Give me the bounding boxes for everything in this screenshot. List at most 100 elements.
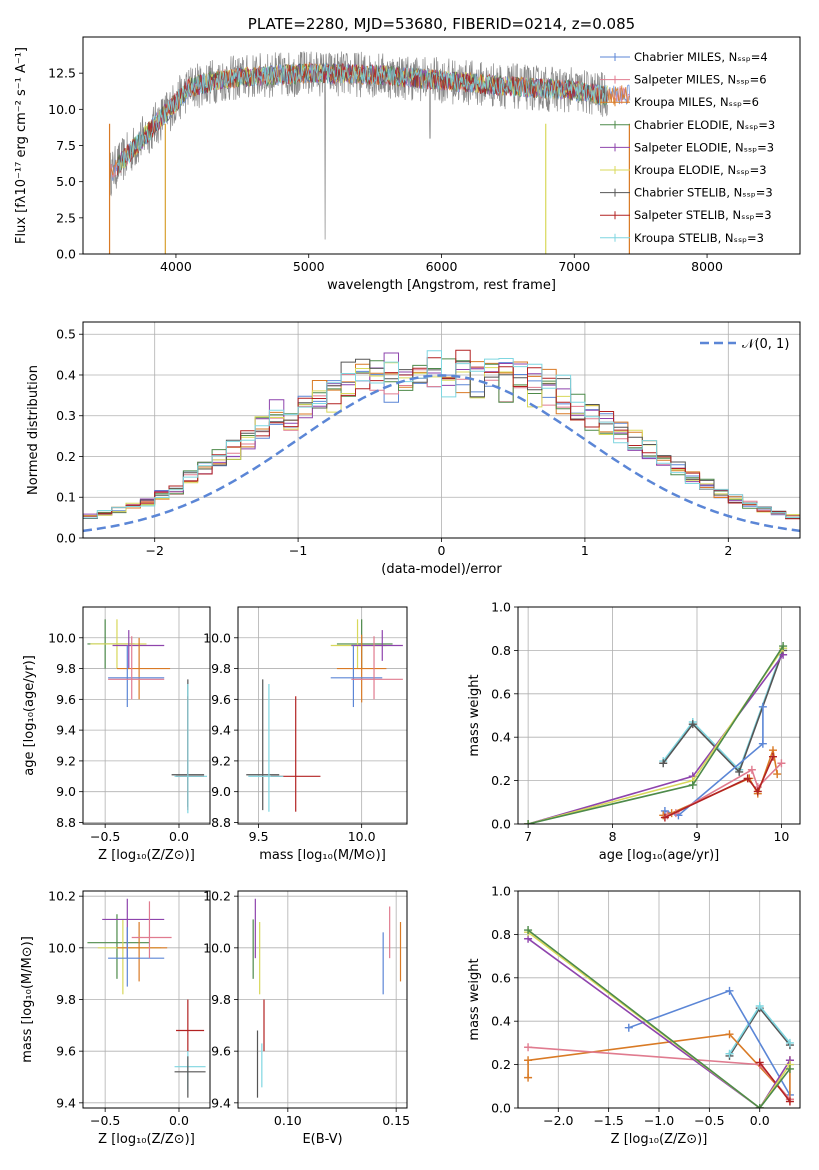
y-tick-label: 9.2 xyxy=(56,753,76,768)
y-tick-label: 9.6 xyxy=(211,692,231,707)
x-tick-label: 0 xyxy=(438,543,446,558)
weight-line xyxy=(527,931,791,1108)
y-axis-label: mass weight xyxy=(467,674,482,756)
gaussian-curve xyxy=(83,374,800,533)
panel-weight_vs_Z: −2.0 −1.5 −1.0 −0.5 0.0 0.0 0.2 0.4 0.6 0.8 1.0 Z [… xyxy=(467,884,801,1147)
y-tick-label: 0.2 xyxy=(491,773,511,788)
axes-frame xyxy=(82,321,801,539)
x-tick-label: 0.10 xyxy=(274,1113,302,1128)
y-tick-label: 9.8 xyxy=(56,661,76,676)
weight-point-marker xyxy=(624,1023,633,1032)
y-tick-label: 10.0 xyxy=(203,630,231,645)
y-tick-label: 10.2 xyxy=(203,889,231,904)
axes-frame xyxy=(517,606,801,825)
x-tick-label: −1.5 xyxy=(593,1113,623,1128)
panel-age_vs_mass: 9.5 10.0 8.8 9.0 9.2 9.4 9.6 9.8 10.0 mass [log₁₀… xyxy=(203,606,408,863)
legend-entry: Salpeter MILES, Nₛₛₚ=6 xyxy=(634,73,767,87)
y-tick-label: 9.6 xyxy=(56,692,76,707)
y-tick-label: 10.0 xyxy=(203,940,231,955)
x-tick-label: 0.15 xyxy=(382,1113,410,1128)
x-tick-label: 2 xyxy=(724,543,732,558)
weight-line xyxy=(664,706,764,817)
y-tick-label: 0.5 xyxy=(56,327,76,342)
x-tick-label: 1 xyxy=(581,543,589,558)
weight-line xyxy=(662,747,778,817)
axes-frame xyxy=(82,890,211,1109)
weight-point-marker xyxy=(755,1002,764,1011)
y-tick-label: 0.4 xyxy=(56,367,76,382)
x-axis-label: age [log₁₀(age/yr)] xyxy=(599,848,720,863)
weight-point-marker xyxy=(755,1104,764,1108)
legend-entry: 𝒩(0, 1) xyxy=(742,337,789,352)
x-axis-label: Z [log₁₀(Z/Z⊙)] xyxy=(98,848,195,863)
x-axis-label: (data-model)/error xyxy=(381,562,502,577)
x-tick-label: −0.5 xyxy=(694,1113,724,1128)
weight-point-marker xyxy=(768,752,777,761)
legend-entry: Kroupa MILES, Nₛₛₚ=6 xyxy=(634,95,759,109)
weight-line xyxy=(664,756,774,819)
x-tick-label: 8 xyxy=(609,829,617,844)
y-axis-label: Normed distribution xyxy=(26,365,41,495)
x-tick-label: 10 xyxy=(773,829,789,844)
y-tick-label: 0.4 xyxy=(491,1014,511,1029)
y-tick-label: 10.0 xyxy=(48,940,76,955)
y-tick-label: 7.5 xyxy=(56,138,76,153)
y-tick-label: 0.6 xyxy=(491,686,511,701)
x-tick-label: 9.5 xyxy=(249,829,269,844)
y-tick-label: 0.8 xyxy=(491,643,511,658)
weight-point-marker xyxy=(688,780,697,789)
y-tick-label: 0.6 xyxy=(491,970,511,985)
y-tick-label: 9.8 xyxy=(211,992,231,1007)
y-tick-label: 9.6 xyxy=(56,1044,76,1059)
y-tick-label: 0.4 xyxy=(491,730,511,745)
plot-area xyxy=(83,349,800,533)
weight-line xyxy=(527,929,791,1108)
weight-point-marker xyxy=(524,1073,533,1082)
plot-area xyxy=(524,642,788,824)
weight-point-marker xyxy=(660,813,669,822)
x-tick-label: −2.0 xyxy=(543,1113,573,1128)
x-tick-label: 4000 xyxy=(160,259,192,274)
weight-point-marker xyxy=(785,1064,794,1073)
x-tick-label: 9 xyxy=(693,829,701,844)
weight-point-marker xyxy=(758,702,767,711)
x-axis-label: Z [log₁₀(Z/Z⊙)] xyxy=(98,1132,195,1147)
histogram-step-line xyxy=(83,350,800,521)
y-tick-label: 10.0 xyxy=(48,630,76,645)
plot-area xyxy=(87,898,206,1098)
x-tick-label: 7000 xyxy=(558,259,590,274)
chart-title: PLATE=2280, MJD=53680, FIBERID=0214, z=0… xyxy=(248,15,635,33)
panel-residuals: −2 −1 0 1 2 0.0 0.1 0.2 0.3 0.4 0.5 (data-model)/er… xyxy=(26,321,801,577)
weight-point-marker xyxy=(524,926,533,935)
weight-point-marker xyxy=(743,774,752,783)
weight-point-marker xyxy=(524,1056,533,1065)
x-tick-label: −1.0 xyxy=(644,1113,674,1128)
y-tick-label: 0.0 xyxy=(491,817,511,832)
axes-frame xyxy=(237,890,408,1109)
panel-age_vs_Z: −0.5 0.0 8.8 9.0 9.2 9.4 9.6 9.8 10.0 Z [log₁₀(Z/… xyxy=(22,606,211,863)
y-axis-label: Flux [fλ10⁻¹⁷ erg cm⁻² s⁻¹ A⁻¹] xyxy=(14,47,29,244)
weight-line xyxy=(527,654,784,824)
y-tick-label: 1.0 xyxy=(491,884,511,899)
x-tick-label: 5000 xyxy=(293,259,325,274)
panel-spectrum: 4000 5000 6000 7000 8000 0.0 2.5 5.0 7.5 10.0 12.5… xyxy=(14,15,801,293)
weight-point-marker xyxy=(755,1058,764,1067)
y-tick-label: 9.8 xyxy=(211,661,231,676)
axes-frame xyxy=(517,890,801,1109)
y-tick-label: 2.5 xyxy=(56,210,76,225)
y-tick-label: 10.2 xyxy=(48,889,76,904)
axes-frame xyxy=(237,606,408,825)
weight-point-marker xyxy=(524,820,533,824)
panel-mass_vs_ebv: 0.10 0.15 9.4 9.6 9.8 10.0 10.2 E(B-V) xyxy=(203,889,410,1147)
weight-line xyxy=(527,647,784,824)
y-tick-label: 5.0 xyxy=(56,174,76,189)
x-tick-label: 0.0 xyxy=(750,1113,770,1128)
x-axis-label: Z [log₁₀(Z/Z⊙)] xyxy=(611,1132,708,1147)
weight-point-marker xyxy=(725,1030,734,1039)
weight-point-marker xyxy=(725,1049,734,1058)
x-tick-label: −0.5 xyxy=(90,829,120,844)
y-tick-label: 1.0 xyxy=(491,600,511,615)
weight-line xyxy=(527,938,791,1108)
y-tick-label: 9.0 xyxy=(211,784,231,799)
